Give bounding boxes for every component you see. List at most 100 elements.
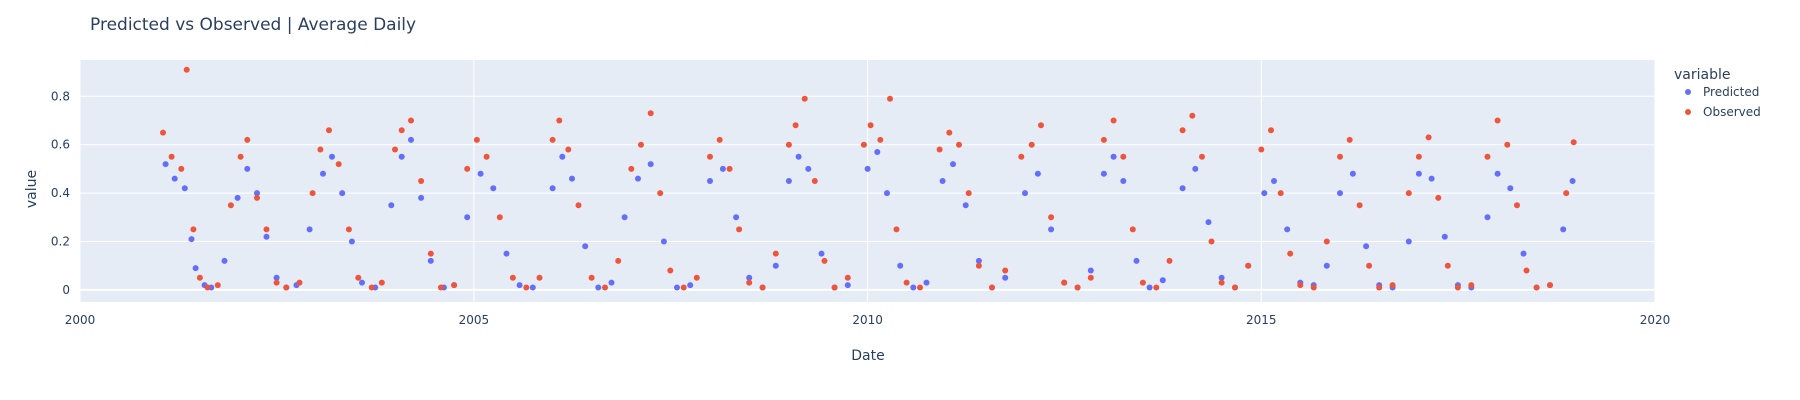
data-point — [523, 285, 529, 291]
data-point — [238, 154, 244, 160]
data-point — [388, 202, 394, 208]
data-point — [736, 226, 742, 232]
data-point — [946, 130, 952, 136]
data-point — [1287, 251, 1293, 257]
data-point — [297, 280, 303, 286]
data-point — [369, 285, 375, 291]
data-point — [565, 147, 571, 153]
y-axis-title: value — [24, 170, 40, 208]
data-point — [707, 178, 713, 184]
data-point — [1209, 239, 1215, 245]
data-point — [320, 171, 326, 177]
data-point — [329, 154, 335, 160]
data-point — [635, 176, 641, 182]
data-point — [865, 166, 871, 172]
data-point — [576, 202, 582, 208]
data-point — [1101, 137, 1107, 143]
data-point — [802, 96, 808, 102]
data-point — [793, 122, 799, 128]
data-point — [1111, 118, 1117, 124]
data-point — [681, 285, 687, 291]
data-point — [438, 285, 444, 291]
legend-marker — [1685, 89, 1691, 95]
data-point — [510, 275, 516, 281]
data-point — [1485, 154, 1491, 160]
data-point — [264, 234, 270, 240]
data-point — [197, 275, 203, 281]
data-point — [497, 214, 503, 220]
data-point — [877, 137, 883, 143]
legend-label: Predicted — [1703, 85, 1759, 99]
data-point — [1324, 239, 1330, 245]
data-point — [418, 195, 424, 201]
data-point — [940, 178, 946, 184]
y-tick-label: 0.6 — [51, 138, 70, 152]
data-point — [1061, 280, 1067, 286]
data-point — [1048, 214, 1054, 220]
data-point — [163, 161, 169, 167]
data-point — [1180, 185, 1186, 191]
data-point — [1160, 277, 1166, 283]
data-point — [963, 202, 969, 208]
data-point — [1147, 285, 1153, 291]
data-point — [894, 226, 900, 232]
data-point — [805, 166, 811, 172]
y-tick-label: 0.4 — [51, 186, 70, 200]
legend-label: Observed — [1703, 105, 1761, 119]
data-point — [674, 285, 680, 291]
data-point — [1075, 285, 1081, 291]
data-point — [1337, 190, 1343, 196]
data-point — [638, 142, 644, 148]
data-point — [950, 161, 956, 167]
data-point — [657, 190, 663, 196]
data-point — [720, 166, 726, 172]
data-point — [1038, 122, 1044, 128]
data-point — [1570, 178, 1576, 184]
data-point — [1088, 268, 1094, 274]
data-point — [1206, 219, 1212, 225]
x-tick-label: 2000 — [65, 313, 96, 327]
data-point — [1521, 251, 1527, 257]
data-point — [399, 127, 405, 133]
data-point — [1268, 127, 1274, 133]
data-point — [1534, 285, 1540, 291]
data-point — [667, 268, 673, 274]
data-point — [550, 185, 556, 191]
data-point — [628, 166, 634, 172]
data-point — [1245, 263, 1251, 269]
data-point — [609, 280, 615, 286]
data-point — [428, 258, 434, 264]
data-point — [1189, 113, 1195, 119]
data-point — [832, 285, 838, 291]
data-point — [517, 282, 523, 288]
data-point — [182, 185, 188, 191]
data-point — [1261, 190, 1267, 196]
data-point — [884, 190, 890, 196]
data-point — [1258, 147, 1264, 153]
x-tick-label: 2005 — [459, 313, 490, 327]
data-point — [1167, 258, 1173, 264]
data-point — [451, 282, 457, 288]
data-point — [1363, 243, 1369, 249]
data-point — [244, 137, 250, 143]
data-point — [1347, 137, 1353, 143]
data-point — [622, 214, 628, 220]
data-point — [1134, 258, 1140, 264]
data-point — [845, 282, 851, 288]
data-point — [559, 154, 565, 160]
data-point — [1101, 171, 1107, 177]
data-point — [317, 147, 323, 153]
data-point — [582, 243, 588, 249]
data-point — [1507, 185, 1513, 191]
data-point — [1416, 171, 1422, 177]
data-point — [556, 118, 562, 124]
data-point — [464, 214, 470, 220]
data-point — [1426, 134, 1432, 140]
data-point — [178, 166, 184, 172]
data-point — [1571, 139, 1577, 145]
data-point — [717, 137, 723, 143]
x-tick-label: 2010 — [852, 313, 883, 327]
data-point — [648, 110, 654, 116]
data-point — [244, 166, 250, 172]
